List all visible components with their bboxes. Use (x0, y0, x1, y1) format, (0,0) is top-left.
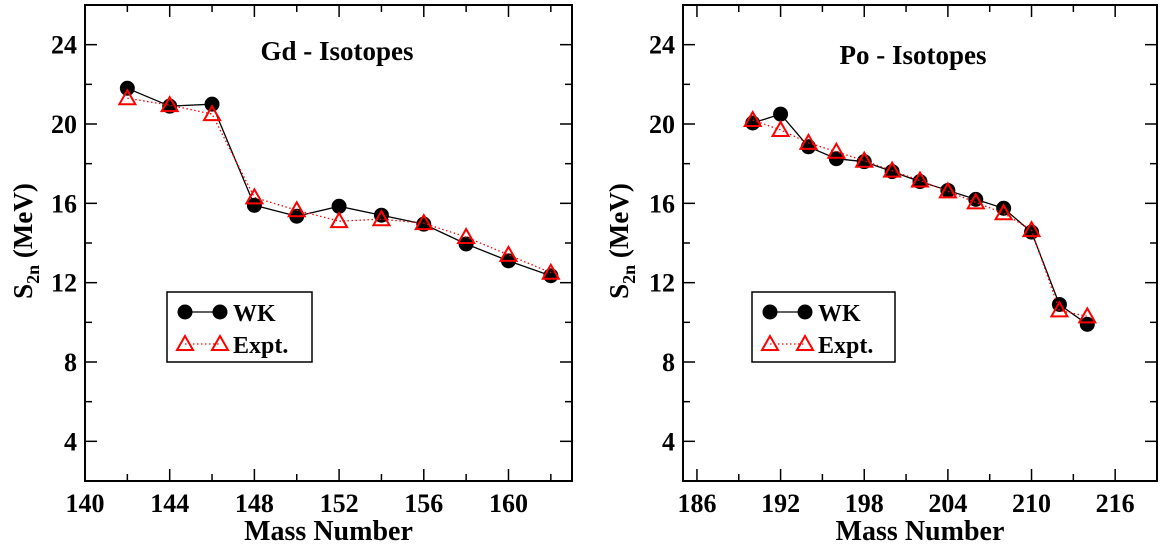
data-point-circle (773, 106, 789, 122)
legend: WK Expt. (166, 291, 313, 363)
data-point-circle (745, 115, 761, 131)
data-point-triangle (541, 262, 561, 280)
data-point-triangle (159, 95, 180, 113)
series-wk (119, 80, 559, 284)
data-point-circle (543, 268, 559, 284)
legend-marker (795, 333, 815, 351)
x-tick-label: 156 (404, 489, 443, 518)
x-axis-label: Mass Number (836, 516, 1005, 546)
series-line (127, 97, 552, 274)
legend: WK Expt. (751, 291, 896, 363)
y-axis-label: S2n (MeV) (8, 183, 43, 299)
y-axis-label-subscript: 2n (23, 265, 43, 284)
data-point-triangle (966, 192, 986, 210)
legend-marker (212, 304, 228, 320)
data-point-triangle (414, 213, 434, 231)
x-tick-label: 192 (761, 489, 800, 518)
legend-marker (760, 333, 780, 351)
data-point-triangle (371, 209, 392, 227)
y-axis-label-subscript: 2n (619, 265, 639, 284)
data-point-triangle (993, 203, 1014, 221)
y-axis-label-main: S (604, 284, 634, 299)
y-axis-label-main: S (8, 284, 38, 299)
x-tick-label: 160 (489, 489, 528, 518)
data-point-triangle (770, 119, 791, 137)
x-tick-label: 148 (235, 489, 274, 518)
data-point-triangle (742, 110, 763, 128)
data-point-triangle (826, 141, 847, 159)
data-point-triangle (117, 88, 138, 106)
data-point-circle (246, 197, 262, 213)
x-tick-label: 204 (928, 489, 967, 518)
y-tick-label: 12 (51, 269, 77, 298)
series-expt (742, 110, 1098, 324)
x-tick-label: 186 (677, 489, 716, 518)
data-point-triangle (882, 160, 902, 178)
data-point-triangle (1021, 220, 1042, 238)
y-tick-label: 4 (64, 427, 77, 456)
data-point-triangle (1049, 300, 1070, 318)
legend-marker (210, 333, 230, 351)
y-tick-label: 8 (64, 348, 77, 377)
legend-marker (175, 333, 195, 351)
chart-panel-0: 140 144 148 152 156 160 4 8 12 16 20 24 Mass Number S… (8, 4, 573, 546)
legend-label: Expt. (818, 333, 873, 359)
x-tick-label: 140 (66, 489, 105, 518)
y-tick-label: 20 (51, 110, 77, 139)
x-tick-label: 210 (1012, 489, 1051, 518)
x-tick-label: 198 (845, 489, 884, 518)
y-tick-label: 16 (649, 189, 675, 218)
legend-marker (797, 304, 813, 320)
legend-label: Expt. (233, 333, 288, 359)
series-expt (117, 88, 561, 280)
legend-label: WK (818, 301, 861, 327)
data-point-triangle (329, 211, 349, 229)
y-axis-label-unit: (MeV) (604, 183, 634, 265)
series-line (127, 87, 552, 277)
y-axis-label-unit: (MeV) (8, 183, 38, 265)
data-point-triangle (854, 150, 874, 168)
data-point-triangle (798, 132, 819, 150)
data-point-triangle (202, 104, 222, 122)
y-tick-label: 8 (662, 348, 675, 377)
y-tick-label: 12 (649, 269, 675, 298)
data-point-triangle (498, 244, 519, 262)
data-point-triangle (244, 187, 265, 205)
plot-frame (84, 4, 573, 482)
x-tick-label: 152 (320, 489, 359, 518)
legend-label: WK (233, 301, 276, 327)
chart-title: Po - Isotopes (840, 40, 987, 70)
x-tick-label: 216 (1096, 489, 1135, 518)
legend-marker (177, 304, 193, 320)
x-tick-label: 144 (150, 489, 189, 518)
y-axis-label: S2n (MeV) (604, 183, 639, 299)
plot-frame (682, 4, 1158, 482)
chart-title: Gd - Isotopes (260, 36, 413, 66)
data-point-triangle (1077, 306, 1098, 324)
data-point-triangle (456, 227, 476, 245)
y-tick-label: 20 (649, 110, 675, 139)
x-axis-label: Mass Number (244, 516, 413, 546)
data-point-circle (1079, 316, 1095, 332)
y-tick-label: 24 (51, 31, 77, 60)
legend-marker (762, 304, 778, 320)
data-point-triangle (938, 181, 958, 199)
data-point-triangle (910, 170, 930, 188)
chart-panel-1: 186 192 198 204 210 216 4 8 12 16 20 24 Mass Number S… (604, 4, 1158, 546)
y-tick-label: 16 (51, 189, 77, 218)
y-tick-label: 24 (649, 31, 675, 60)
y-tick-label: 4 (662, 427, 675, 456)
data-point-triangle (287, 200, 307, 218)
series-line (752, 119, 1088, 318)
